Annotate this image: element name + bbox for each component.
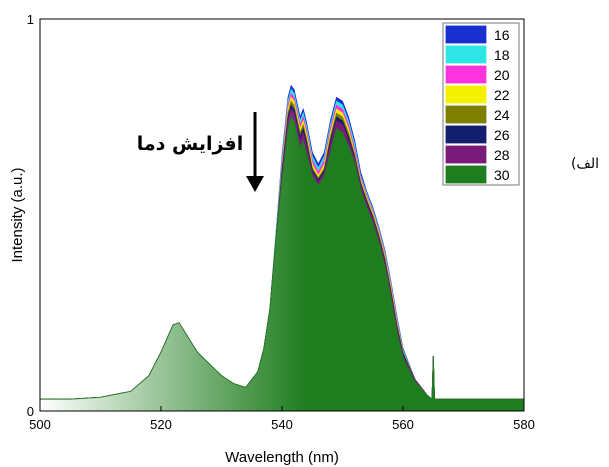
y-axis-title: Intensity (a.u.) xyxy=(9,167,26,262)
legend-swatch-26 xyxy=(445,125,487,144)
legend-swatch-16 xyxy=(445,25,487,44)
legend-label-18: 18 xyxy=(494,47,510,63)
legend: 16 18 20 22 24 26 28 30 xyxy=(442,22,520,186)
ticks-layer: 500 520 540 560 580 0 1 xyxy=(27,12,535,432)
x-tick-label: 520 xyxy=(150,417,172,432)
x-tick-label: 540 xyxy=(271,417,293,432)
series-layer xyxy=(39,84,525,412)
legend-swatch-18 xyxy=(445,45,487,64)
panel-label: الف) xyxy=(571,156,599,172)
series-area-30 xyxy=(39,116,525,412)
y-tick-label: 1 xyxy=(27,12,34,27)
legend-label-24: 24 xyxy=(494,107,510,123)
down-arrow-icon xyxy=(246,112,264,192)
x-axis-title: Wavelength (nm) xyxy=(225,449,339,466)
legend-label-16: 16 xyxy=(494,27,510,43)
temperature-increase-annotation: افزایش دما xyxy=(137,133,244,155)
x-tick-label: 500 xyxy=(29,417,51,432)
x-tick-label: 580 xyxy=(513,417,535,432)
legend-swatch-22 xyxy=(445,85,487,104)
legend-label-26: 26 xyxy=(494,127,510,143)
y-tick-label: 0 xyxy=(27,404,34,419)
legend-swatch-30 xyxy=(445,165,487,184)
legend-swatch-20 xyxy=(445,65,487,84)
legend-swatch-28 xyxy=(445,145,487,164)
legend-label-22: 22 xyxy=(494,87,510,103)
legend-label-20: 20 xyxy=(494,67,510,83)
legend-label-28: 28 xyxy=(494,147,510,163)
x-tick-label: 560 xyxy=(392,417,414,432)
legend-swatch-24 xyxy=(445,105,487,124)
legend-label-30: 30 xyxy=(494,167,510,183)
